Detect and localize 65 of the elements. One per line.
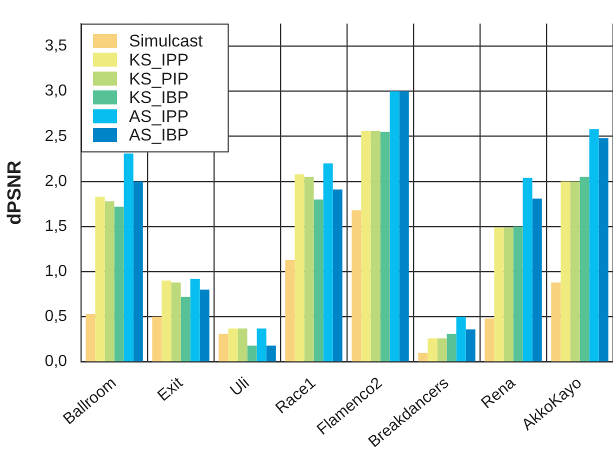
bar [180,296,190,362]
bar [589,129,599,362]
bar [560,181,570,362]
bar [304,176,314,362]
x-tick-label: Uli [227,374,253,400]
y-tick-label: 0,5 [44,308,68,326]
bar [370,130,380,362]
bar [332,190,342,362]
bar [256,328,266,362]
bar [399,91,409,362]
bar [513,226,523,362]
legend-label: KS_PIP [129,69,189,88]
bar [200,290,210,362]
y-tick-label: 2,5 [44,128,68,145]
legend-label: AS_IBP [129,126,189,145]
bar [114,206,124,362]
bar [294,174,304,362]
bar [162,280,172,362]
bar [104,201,114,362]
y-tick-label: 1,0 [44,263,68,280]
bar [570,181,580,362]
legend-label: KS_IBP [129,88,189,108]
bar [352,210,362,362]
bar [133,181,143,362]
bar [494,227,504,362]
legend-label: KS_IPP [129,50,189,70]
bar [532,198,542,362]
y-tick-label: 3,5 [44,38,68,55]
bar [171,282,181,362]
bar [437,338,447,362]
bar [86,314,96,362]
bar [446,334,456,362]
bar [551,282,561,362]
bar [124,153,134,362]
x-tick-label: Exit [154,374,187,405]
bar [580,176,590,362]
y-axis-title: dPSNR [4,160,26,225]
bar [285,260,295,362]
y-tick-label: 0,0 [44,353,68,370]
bar [522,178,532,362]
bar [390,91,400,362]
bar [152,316,162,362]
bar [190,278,200,362]
bar [247,346,257,362]
legend-label: Simulcast [129,32,204,51]
bar [466,329,476,362]
bar [598,138,608,362]
y-tick-label: 3,0 [44,82,68,100]
bar [504,227,514,362]
bar [380,132,390,362]
bar [428,338,438,362]
bar [238,328,248,362]
bar [228,328,238,362]
y-tick-label: 2,0 [44,172,68,190]
bar [218,334,228,362]
bar [266,346,276,362]
y-tick-label: 1,5 [44,218,68,235]
bar [361,130,371,362]
bar [456,316,466,362]
bar [95,196,105,362]
bar [314,199,324,362]
bar [323,163,333,362]
bar [418,352,428,362]
bar [484,318,494,362]
legend-label: AS_IPP [129,106,189,126]
